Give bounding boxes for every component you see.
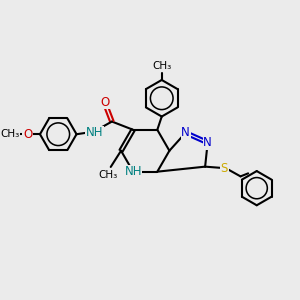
Text: NH: NH bbox=[85, 126, 103, 139]
Text: CH₃: CH₃ bbox=[152, 61, 171, 71]
Text: N: N bbox=[203, 136, 212, 149]
Text: S: S bbox=[220, 162, 228, 175]
Text: O: O bbox=[100, 96, 109, 109]
Text: CH₃: CH₃ bbox=[0, 129, 20, 139]
Text: NH: NH bbox=[124, 165, 142, 178]
Text: CH₃: CH₃ bbox=[98, 170, 117, 180]
Text: O: O bbox=[23, 128, 32, 141]
Text: N: N bbox=[181, 126, 190, 139]
